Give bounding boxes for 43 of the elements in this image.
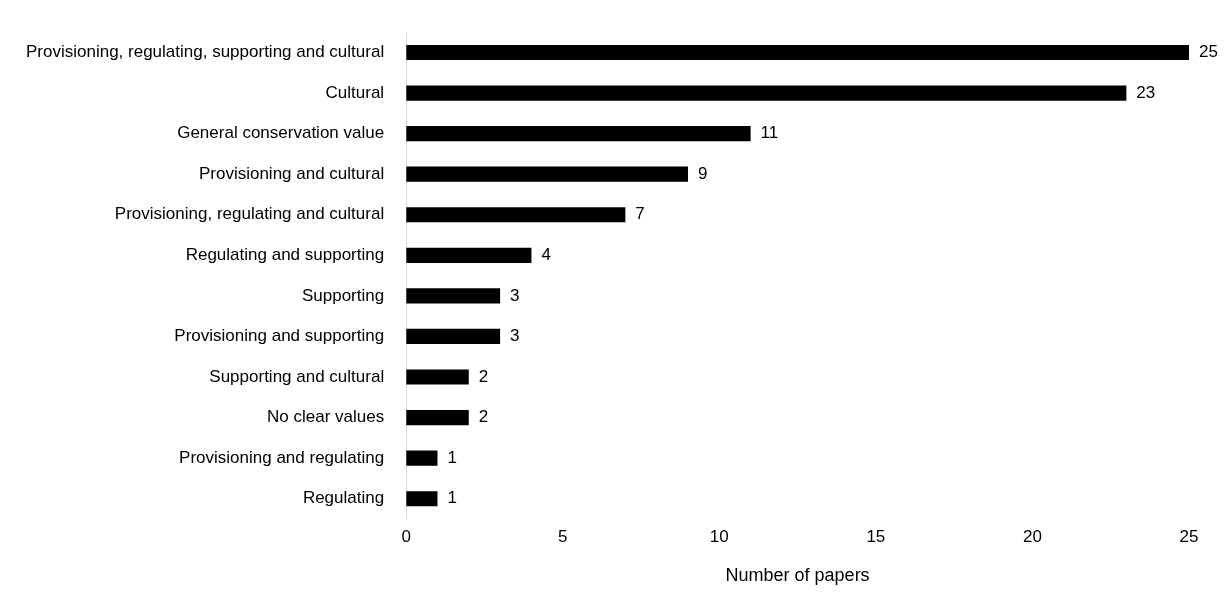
y-tick-label: No clear values (266, 407, 385, 427)
data-label: 3 (510, 326, 520, 346)
y-tick-label: Provisioning and cultural (198, 163, 385, 183)
data-label: 4 (541, 245, 551, 264)
y-tick-label: Provisioning, regulating and cultural (114, 204, 385, 224)
data-label: 11 (760, 123, 779, 143)
bar (406, 207, 626, 223)
bar (406, 288, 501, 304)
y-tick-label: Provisioning, regulating, supporting and cultural (25, 42, 385, 62)
y-tick-label: Regulating and supporting (185, 245, 385, 264)
x-tick-label: 10 (709, 526, 729, 546)
y-tick-label: Supporting (301, 285, 385, 305)
y-tick-label: Supporting and cultural (209, 366, 385, 386)
y-tick-label: Provisioning and supporting (174, 326, 385, 346)
y-tick-label: Provisioning and regulating (179, 447, 385, 467)
bar (406, 126, 751, 142)
x-tick-label: 20 (1022, 526, 1042, 546)
y-tick-label: Cultural (325, 82, 385, 102)
data-label: 23 (1136, 82, 1156, 102)
data-label: 2 (478, 407, 489, 427)
bar (406, 450, 438, 466)
x-tick-label: 25 (1179, 526, 1199, 546)
data-label: 25 (1199, 42, 1218, 62)
bar (406, 369, 469, 385)
bar (406, 491, 438, 507)
x-tick-label: 5 (558, 526, 568, 546)
data-label: 7 (635, 204, 645, 224)
bar (406, 247, 532, 263)
bar (406, 85, 1127, 101)
bar (406, 410, 469, 426)
y-tick-label: Regulating (302, 488, 385, 508)
data-label: 9 (697, 163, 708, 183)
bar (406, 166, 688, 182)
data-label: 2 (478, 366, 489, 386)
bar (406, 44, 1189, 61)
x-tick-label: 15 (866, 526, 886, 546)
data-label: 3 (510, 285, 520, 305)
data-label: 1 (447, 488, 457, 508)
y-tick-label: General conservation value (177, 123, 385, 143)
x-tick-label: 0 (401, 526, 411, 546)
x-axis-title: Number of papers (725, 565, 870, 586)
data-label: 1 (447, 447, 457, 467)
bar (406, 328, 501, 345)
